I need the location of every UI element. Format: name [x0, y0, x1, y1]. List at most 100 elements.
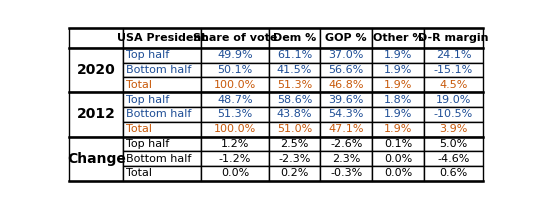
- Bar: [268, 78, 320, 92]
- Text: 39.6%: 39.6%: [329, 95, 364, 105]
- Text: 50.1%: 50.1%: [217, 65, 252, 75]
- Text: -10.5%: -10.5%: [434, 109, 473, 119]
- Bar: [201, 92, 268, 107]
- Bar: [372, 78, 424, 92]
- Bar: [424, 122, 483, 136]
- Text: 0.2%: 0.2%: [280, 168, 309, 179]
- Text: -2.6%: -2.6%: [330, 139, 362, 149]
- Text: 100.0%: 100.0%: [214, 124, 256, 134]
- Text: 5.0%: 5.0%: [439, 139, 468, 149]
- Bar: [123, 63, 201, 78]
- Bar: [268, 107, 320, 122]
- Text: GOP %: GOP %: [326, 33, 367, 43]
- Bar: [70, 92, 123, 136]
- Text: 54.3%: 54.3%: [329, 109, 364, 119]
- Bar: [424, 107, 483, 122]
- Bar: [123, 122, 201, 136]
- Bar: [201, 107, 268, 122]
- Text: 47.1%: 47.1%: [328, 124, 364, 134]
- Bar: [70, 28, 123, 48]
- Text: -1.2%: -1.2%: [219, 154, 251, 164]
- Bar: [268, 122, 320, 136]
- Text: 24.1%: 24.1%: [436, 50, 471, 60]
- Text: -0.3%: -0.3%: [330, 168, 362, 179]
- Bar: [424, 151, 483, 166]
- Text: -2.3%: -2.3%: [278, 154, 310, 164]
- Text: Total: Total: [126, 168, 151, 179]
- Text: 1.8%: 1.8%: [384, 95, 412, 105]
- Bar: [424, 48, 483, 63]
- Text: 0.6%: 0.6%: [439, 168, 468, 179]
- Text: 1.9%: 1.9%: [384, 65, 412, 75]
- Bar: [424, 92, 483, 107]
- Text: 1.9%: 1.9%: [384, 109, 412, 119]
- Text: 2.3%: 2.3%: [332, 154, 361, 164]
- Text: 51.0%: 51.0%: [277, 124, 312, 134]
- Bar: [320, 63, 372, 78]
- Bar: [201, 122, 268, 136]
- Bar: [70, 136, 123, 181]
- Text: 48.7%: 48.7%: [217, 95, 253, 105]
- Text: Share of vote: Share of vote: [193, 33, 277, 43]
- Bar: [320, 136, 372, 151]
- Text: Bottom half: Bottom half: [126, 65, 191, 75]
- Text: 19.0%: 19.0%: [436, 95, 471, 105]
- Text: 58.6%: 58.6%: [277, 95, 312, 105]
- Bar: [424, 136, 483, 151]
- Bar: [123, 136, 201, 151]
- Bar: [201, 151, 268, 166]
- Text: 0.0%: 0.0%: [221, 168, 249, 179]
- Text: 2020: 2020: [77, 63, 116, 77]
- Text: 51.3%: 51.3%: [217, 109, 252, 119]
- Text: 1.9%: 1.9%: [384, 80, 412, 90]
- Text: 3.9%: 3.9%: [439, 124, 468, 134]
- Text: 61.1%: 61.1%: [277, 50, 312, 60]
- Bar: [320, 151, 372, 166]
- Bar: [123, 48, 201, 63]
- Bar: [320, 107, 372, 122]
- Text: Top half: Top half: [126, 139, 169, 149]
- Bar: [123, 28, 201, 48]
- Bar: [372, 48, 424, 63]
- Bar: [268, 63, 320, 78]
- Bar: [372, 136, 424, 151]
- Text: 100.0%: 100.0%: [214, 80, 256, 90]
- Text: USA President: USA President: [118, 33, 207, 43]
- Bar: [320, 78, 372, 92]
- Text: Top half: Top half: [126, 50, 169, 60]
- Bar: [201, 78, 268, 92]
- Bar: [320, 48, 372, 63]
- Bar: [268, 151, 320, 166]
- Bar: [424, 63, 483, 78]
- Text: -4.6%: -4.6%: [437, 154, 469, 164]
- Bar: [201, 63, 268, 78]
- Bar: [123, 92, 201, 107]
- Text: 51.3%: 51.3%: [277, 80, 312, 90]
- Text: 1.2%: 1.2%: [220, 139, 249, 149]
- Text: Other %: Other %: [373, 33, 423, 43]
- Bar: [201, 48, 268, 63]
- Text: Total: Total: [126, 80, 151, 90]
- Bar: [372, 166, 424, 181]
- Bar: [372, 28, 424, 48]
- Text: 2.5%: 2.5%: [280, 139, 309, 149]
- Text: 41.5%: 41.5%: [277, 65, 312, 75]
- Text: Top half: Top half: [126, 95, 169, 105]
- Bar: [320, 166, 372, 181]
- Bar: [372, 107, 424, 122]
- Text: 0.0%: 0.0%: [384, 154, 412, 164]
- Text: -15.1%: -15.1%: [434, 65, 473, 75]
- Text: 49.9%: 49.9%: [217, 50, 253, 60]
- Bar: [123, 107, 201, 122]
- Bar: [424, 78, 483, 92]
- Text: D-R margin: D-R margin: [418, 33, 489, 43]
- Text: 4.5%: 4.5%: [439, 80, 468, 90]
- Text: 0.0%: 0.0%: [384, 168, 412, 179]
- Bar: [70, 48, 123, 92]
- Bar: [123, 151, 201, 166]
- Bar: [372, 151, 424, 166]
- Text: Dem %: Dem %: [273, 33, 316, 43]
- Bar: [201, 28, 268, 48]
- Bar: [424, 28, 483, 48]
- Bar: [268, 92, 320, 107]
